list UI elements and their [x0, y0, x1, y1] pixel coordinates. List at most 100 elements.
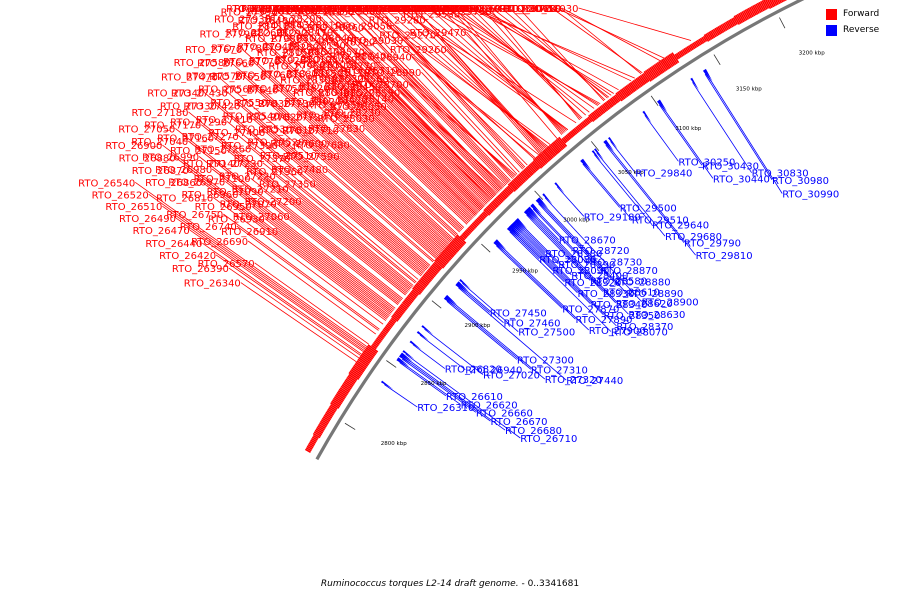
forward-gene-mark: [401, 301, 410, 308]
reverse-gene-mark: [516, 218, 527, 229]
forward-gene-mark: [729, 18, 735, 27]
reverse-leader-line: [401, 358, 477, 413]
forward-leader-line: [341, 100, 470, 223]
reverse-leader-line: [529, 211, 629, 315]
forward-gene-mark: [446, 245, 457, 255]
forward-gene-mark: [326, 410, 335, 416]
forward-gene-mark: [377, 335, 383, 341]
forward-leader-line: [223, 213, 380, 330]
forward-leader-line: [217, 76, 434, 263]
forward-gene-mark: [741, 11, 748, 21]
forward-gene-mark: [634, 78, 642, 89]
forward-gene-label: RTO_30450: [504, 4, 561, 15]
reverse-gene-mark: [510, 224, 521, 235]
forward-gene-mark: [705, 33, 711, 41]
forward-gene-mark: [717, 26, 723, 34]
forward-gene-mark: [495, 196, 503, 204]
scale-tick-mark: [344, 422, 356, 430]
forward-gene-label: RTO_26740: [180, 222, 237, 233]
forward-gene-mark: [477, 216, 484, 222]
figure-title-organism: Ruminococcus torques L2-14 draft genome.: [320, 579, 519, 589]
forward-gene-mark: [364, 348, 376, 357]
forward-gene-mark: [593, 110, 600, 118]
reverse-gene-label: RTO_30430: [702, 161, 759, 172]
forward-leader-line: [225, 181, 394, 312]
forward-gene-mark: [475, 218, 481, 224]
forward-gene-mark: [444, 247, 455, 257]
forward-gene-label: RTO_26960: [181, 190, 238, 201]
forward-gene-mark: [394, 311, 402, 318]
reverse-gene-mark: [523, 210, 535, 222]
scale-tick-label: 3200 kbp: [799, 51, 825, 57]
forward-gene-label: RTO_27180: [131, 108, 188, 119]
forward-gene-mark: [576, 125, 582, 132]
forward-gene-label: RTO_27760: [235, 71, 292, 82]
forward-gene-mark: [399, 304, 408, 311]
forward-gene-label: RTO_27720: [270, 113, 327, 124]
forward-gene-label: RTO_27100: [194, 174, 251, 185]
forward-gene-label: RTO_27820: [273, 83, 330, 94]
forward-gene-mark: [665, 56, 674, 67]
reverse-leader-line: [496, 245, 563, 309]
forward-gene-mark: [344, 379, 354, 387]
forward-gene-mark: [642, 72, 650, 82]
forward-gene-mark: [512, 178, 521, 188]
forward-leader-line: [315, 183, 424, 274]
forward-gene-mark: [463, 231, 469, 237]
forward-gene-mark: [592, 111, 599, 119]
forward-leader-line: [289, 25, 481, 212]
forward-gene-mark: [687, 45, 693, 52]
forward-gene-label: RTO_28990: [364, 68, 421, 79]
forward-gene-label: RTO_28140: [337, 95, 394, 106]
forward-gene-mark: [410, 290, 418, 297]
forward-gene-mark: [581, 121, 587, 127]
forward-gene-mark: [750, 6, 757, 16]
forward-gene-mark: [357, 358, 369, 367]
reverse-leader-line: [516, 224, 546, 254]
reverse-gene-mark: [409, 340, 422, 350]
forward-leader-line: [215, 254, 361, 356]
reverse-gene-label: RTO_28670: [559, 236, 616, 247]
forward-gene-mark: [587, 116, 593, 123]
forward-gene-label: RTO_28010: [275, 55, 332, 66]
forward-gene-label: RTO_27960: [268, 62, 325, 73]
forward-gene-mark: [554, 140, 564, 151]
forward-leader-line: [291, 128, 439, 257]
forward-leader-line: [367, 99, 482, 211]
forward-gene-mark: [626, 84, 635, 94]
forward-gene-mark: [597, 107, 604, 115]
forward-gene-mark: [570, 129, 576, 136]
forward-leader-line: [339, 155, 445, 250]
forward-leader-line: [254, 88, 442, 254]
forward-gene-label: RTO_28280: [262, 43, 319, 54]
reverse-leader-line: [544, 197, 642, 302]
forward-leader-line: [276, 202, 402, 302]
forward-gene-mark: [385, 324, 392, 330]
forward-gene-mark: [431, 264, 441, 272]
forward-gene-label: RTO_30720: [499, 4, 556, 15]
forward-gene-label: RTO_28940: [355, 53, 412, 64]
forward-leader-line: [297, 7, 498, 194]
forward-gene-mark: [445, 246, 456, 256]
forward-gene-mark: [516, 175, 525, 184]
reverse-gene-mark: [581, 158, 592, 170]
forward-gene-mark: [429, 266, 438, 275]
forward-gene-mark: [397, 307, 405, 314]
forward-gene-label: RTO_28250: [286, 69, 343, 80]
forward-gene-mark: [312, 434, 319, 440]
forward-leader-line: [471, 7, 619, 91]
forward-gene-mark: [663, 57, 672, 68]
forward-gene-mark: [611, 96, 618, 104]
forward-gene-mark: [556, 137, 566, 149]
forward-gene-mark: [546, 147, 556, 158]
forward-gene-mark: [778, 0, 783, 4]
reverse-leader-line: [446, 300, 518, 360]
forward-gene-mark: [405, 297, 413, 304]
forward-gene-label: RTO_28410: [232, 21, 289, 32]
forward-gene-label: RTO_27670: [185, 45, 242, 56]
forward-gene-mark: [763, 0, 770, 9]
scale-tick-label: 3150 kbp: [736, 86, 762, 92]
forward-gene-mark: [317, 425, 325, 431]
forward-gene-mark: [590, 112, 598, 120]
forward-gene-label: RTO_26970: [168, 177, 225, 188]
